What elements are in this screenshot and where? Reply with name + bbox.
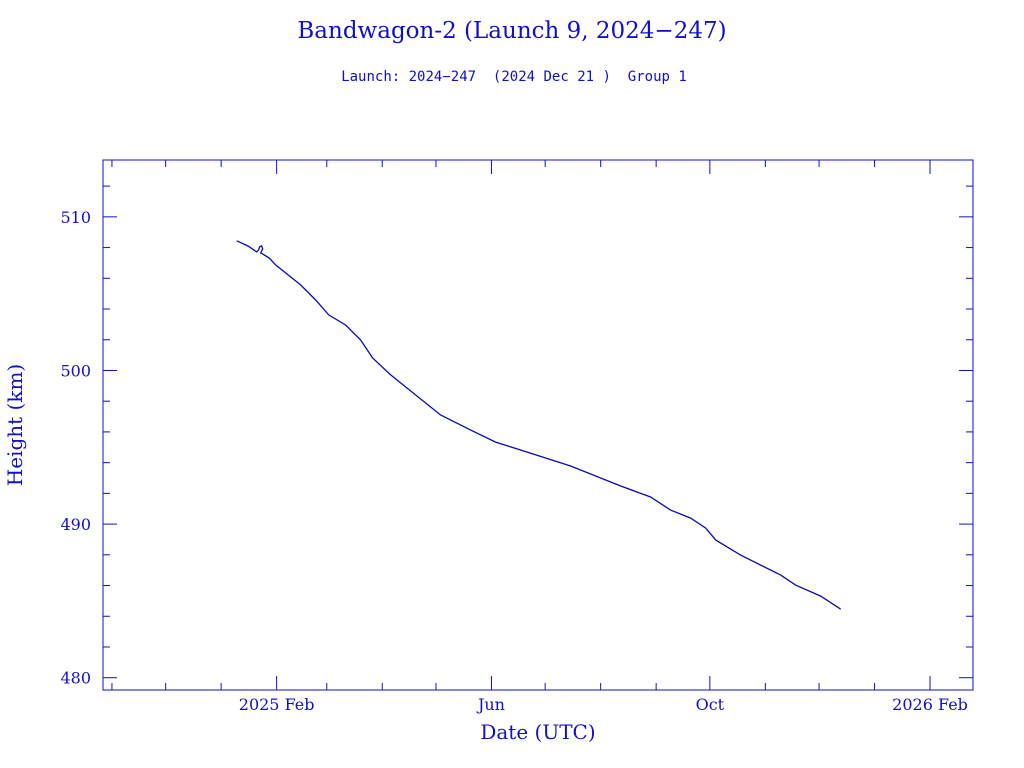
x-tick-label: Jun — [476, 695, 505, 714]
y-tick-label: 480 — [60, 669, 91, 688]
x-tick-label: Oct — [696, 695, 725, 714]
x-tick-label: 2026 Feb — [892, 695, 968, 714]
y-tick-label: 490 — [60, 515, 91, 534]
plot-frame — [102, 159, 974, 691]
chart-title: Bandwagon-2 (Launch 9, 2024−247) — [297, 18, 726, 44]
chart-subtitle: Launch: 2024−247 (2024 Dec 21 ) Group 1 — [341, 69, 687, 85]
y-tick-label: 500 — [60, 361, 91, 380]
y-tick-label: 510 — [60, 208, 91, 227]
x-axis-label: Date (UTC) — [480, 720, 595, 744]
y-axis-label: Height (km) — [3, 364, 27, 486]
height-series-line — [236, 240, 842, 610]
x-tick-label: 2025 Feb — [239, 695, 315, 714]
